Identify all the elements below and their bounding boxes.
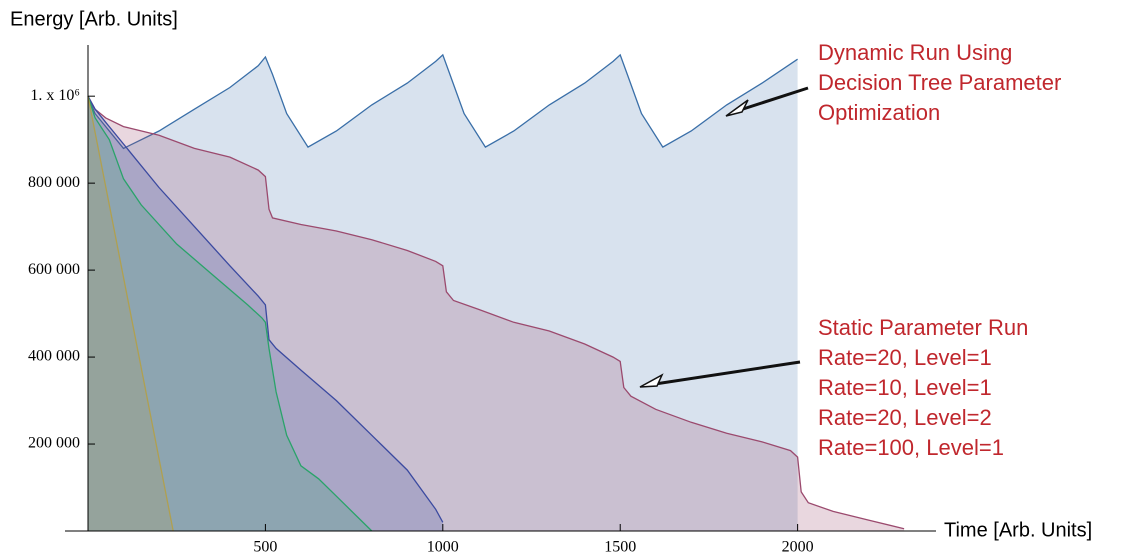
legend: Static Parameter Run Rate=20, Level=1 Rat… [818, 313, 1028, 463]
x-tick-label: 500 [253, 539, 277, 556]
annotation: Dynamic Run Using Decision Tree Paramete… [818, 40, 1062, 125]
legend-title: Static Parameter Run [818, 315, 1029, 340]
y-tick-label: 200 000 [28, 435, 80, 452]
x-axis-label: Time [Arb. Units] [944, 519, 1092, 541]
arrow [639, 360, 801, 388]
line [87, 95, 373, 532]
area-fill [88, 96, 905, 531]
line [87, 95, 444, 523]
line [87, 95, 905, 530]
legend-entry: Rate=10, Level=1 [818, 375, 992, 400]
y-tick-label: 1. x 10⁶ [30, 87, 80, 104]
arrow [725, 86, 809, 117]
legend-entry: Rate=100, Level=1 [818, 435, 1004, 460]
legend-entry: Rate=20, Level=2 [818, 405, 992, 430]
y-tick-label: 600 000 [28, 261, 80, 278]
line [87, 53, 798, 150]
x-tick-label: 1000 [427, 539, 459, 556]
area-fill [88, 96, 443, 531]
area-fill [88, 96, 372, 531]
plot-area [87, 53, 905, 532]
y-tick-label: 400 000 [28, 348, 80, 365]
x-tick-label: 2000 [782, 539, 814, 556]
area-fill [88, 54, 798, 532]
legend-entry: Rate=20, Level=1 [818, 345, 992, 370]
y-axis-label: Energy [Arb. Units] [10, 8, 178, 30]
line [87, 96, 174, 532]
x-tick-label: 1500 [604, 539, 636, 556]
y-tick-label: 800 000 [28, 174, 80, 191]
